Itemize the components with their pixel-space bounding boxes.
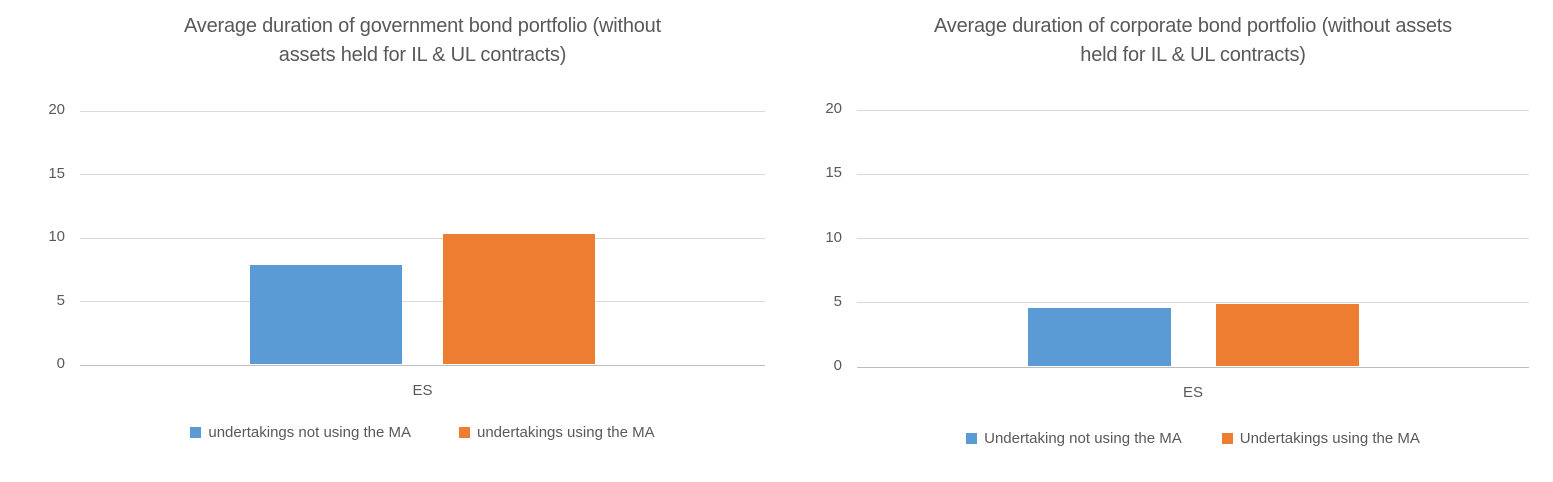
x-axis-category-label: ES <box>412 382 433 399</box>
gridline <box>80 237 765 239</box>
y-axis-tick-label: 10 <box>48 228 65 245</box>
y-axis-tick-label: 20 <box>825 100 842 117</box>
legend-marker-blue-icon <box>190 427 202 438</box>
legend-label: Undertakings using the MA <box>1239 430 1420 447</box>
gridline <box>857 302 1529 304</box>
x-axis-category-label: ES <box>1182 384 1203 401</box>
legend-marker-blue-icon <box>966 433 978 444</box>
legend-item: undertakings not using the MA <box>190 424 411 441</box>
gridline <box>80 174 765 175</box>
gridline <box>857 109 1529 111</box>
chart-title: Average duration of government bond port… <box>184 15 661 66</box>
legend-marker-orange-icon <box>1221 433 1233 444</box>
y-axis-tick-label: 15 <box>48 164 65 182</box>
y-axis-tick-label: 0 <box>833 357 842 374</box>
corporate-bond-duration-chart: Average duration of corporate bond portf… <box>776 0 1553 482</box>
gridline <box>857 238 1529 239</box>
x-axis-line <box>857 366 1529 368</box>
legend: Undertaking not using the MA Undertaking… <box>857 430 1529 447</box>
legend: undertakings not using the MA undertakin… <box>80 424 765 441</box>
y-axis-tick-label: 5 <box>56 291 65 309</box>
y-axis-tick-label: 10 <box>825 228 842 246</box>
gridline <box>80 110 765 112</box>
bar-series-2 <box>1215 304 1359 366</box>
legend-label: Undertaking not using the MA <box>984 430 1182 447</box>
legend-label: undertakings using the MA <box>477 424 655 441</box>
y-axis-tick-label: 20 <box>48 101 65 118</box>
bar-series-1 <box>250 264 402 364</box>
legend-item: Undertakings using the MA <box>1221 430 1420 447</box>
y-axis-tick-label: 15 <box>825 164 842 182</box>
legend-item: Undertaking not using the MA <box>966 430 1182 447</box>
legend-label: undertakings not using the MA <box>208 424 411 441</box>
gridline <box>857 173 1529 175</box>
government-bond-duration-chart: Average duration of government bond port… <box>0 0 776 482</box>
plot-area <box>80 110 765 366</box>
gridline <box>80 301 765 302</box>
y-axis-tick-label: 0 <box>56 355 65 372</box>
chart-title: Average duration of corporate bond portf… <box>934 15 1452 66</box>
legend-marker-orange-icon <box>459 427 470 438</box>
bar-series-2 <box>443 234 595 364</box>
bar-series-1 <box>1027 308 1171 366</box>
x-axis-line <box>80 364 765 366</box>
plot-area <box>857 109 1529 368</box>
y-axis-tick-label: 5 <box>833 292 842 310</box>
legend-item: undertakings using the MA <box>459 424 655 441</box>
